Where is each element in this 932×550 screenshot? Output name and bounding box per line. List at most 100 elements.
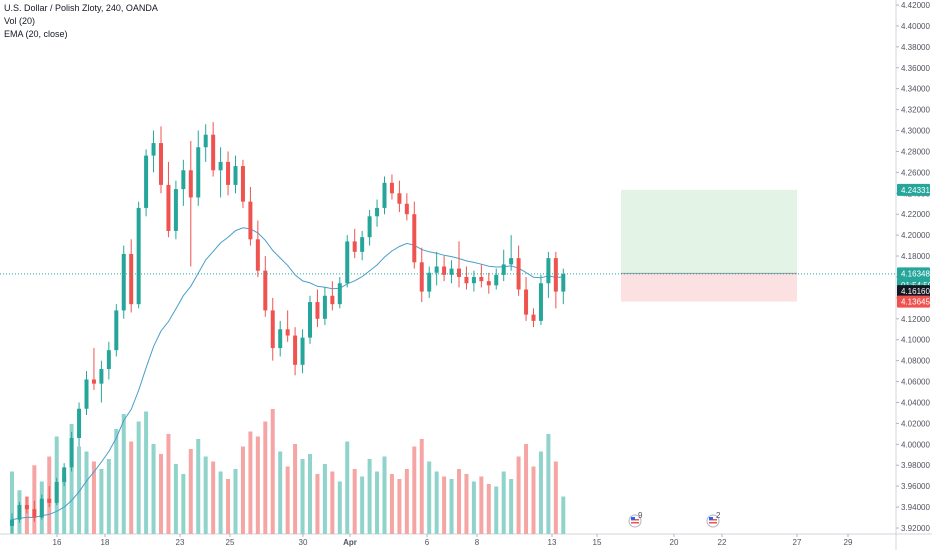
candle-body [516,258,521,290]
volume-bar [114,429,119,534]
time-tick-label: 8 [475,538,480,547]
position-loss-zone [621,273,797,302]
volume-bar [524,444,529,534]
candle-body [99,369,104,384]
volume-bar [151,444,156,534]
candle-body [278,329,283,349]
candle-body [382,182,387,208]
candle-body [553,258,558,292]
volume-bar [360,476,365,534]
volume-bar [211,461,216,534]
candle-body [188,170,193,198]
volume-bar [10,471,14,534]
volume-bar [278,451,283,534]
price-tick-label: 4.02000 [901,419,930,428]
time-tick-label: 16 [53,538,62,547]
candle-body [434,266,439,273]
price-tick-label: 4.26000 [901,168,930,177]
price-tag-bg [897,285,930,298]
candle-body [375,207,380,217]
candle-body [270,310,275,349]
volume-bar [270,409,275,534]
volume-bar [159,454,163,534]
candle-body [464,276,469,284]
price-tick-label: 4.04000 [901,398,930,407]
candle-body [367,216,372,238]
volume-bar [188,449,193,534]
candle-body [24,504,29,510]
price-tag: 4.13645 [897,295,930,308]
candle-body [54,481,59,503]
volume-bar [367,459,372,534]
price-tick-label: 4.38000 [901,43,930,52]
volume-bar [561,496,566,534]
price-tick-label: 4.22000 [901,210,930,219]
volume-bar [389,474,394,534]
price-tick-label: 4.00000 [901,440,930,449]
volume-bar [516,456,521,534]
candle-body [546,258,551,284]
volume-bar [293,444,298,534]
volume-bar [397,479,402,534]
volume-bar [136,421,141,534]
volume-bar [479,476,484,534]
price-tag: 4.24331 [897,183,930,196]
candle-body [300,337,305,365]
volume-bar [352,469,357,534]
candle-body [77,408,82,439]
candle-body [114,310,119,351]
candle-body [449,268,454,275]
candle-body [457,268,461,277]
candle-body [69,438,74,468]
us-flag-event-icon[interactable]: 9 [628,511,643,528]
candle-body [397,193,402,204]
volume-bar [427,461,432,534]
volume-bar [84,451,89,534]
volume-bar [233,469,238,534]
volume-bar [166,434,171,534]
candle-body [91,379,96,384]
candle-body [285,329,290,336]
volume-bar [226,479,231,534]
price-tick-label: 4.36000 [901,64,930,73]
price-tag: 4.16348 [897,267,930,280]
volume-bar [203,456,208,534]
candle-body [337,283,342,305]
candle-body [538,283,543,321]
volume-bars [10,409,566,534]
candle-body [442,266,447,275]
volume-bar [434,471,439,534]
volume-bar [173,464,178,534]
candle-body [531,314,536,321]
volume-bar [531,466,536,534]
position-profit-zone [621,189,797,274]
volume-bar [255,436,260,534]
time-tick-label: 30 [299,538,308,547]
long-position-tool [621,189,797,302]
flag-canton [631,517,635,520]
candle-body [345,241,350,284]
volume-bar [24,496,29,534]
us-flag-event-icon[interactable]: 2 [706,511,721,528]
candle-body [173,189,178,231]
candle-body [10,519,14,526]
price-tick-label: 4.32000 [901,106,930,115]
symbol-title[interactable]: U.S. Dollar / Polish Zloty, 240, OANDA [4,3,158,13]
candle-body [17,504,22,520]
time-tick-label: 15 [593,538,602,547]
time-tick-label: 20 [670,538,679,547]
volume-bar [501,471,506,534]
candle-body [47,498,52,503]
volume-indicator-label[interactable]: Vol (20) [4,16,36,26]
candle-body [330,295,335,305]
candle-body [389,182,394,194]
ema-indicator-label[interactable]: EMA (20, close) [4,29,68,39]
volume-bar [62,476,67,534]
volume-bar [285,466,290,534]
price-tick-label: 4.10000 [901,336,930,345]
time-tick-label: 6 [425,538,430,547]
time-tick-label: 29 [844,538,853,547]
price-tag-bg [897,267,930,280]
volume-bar [263,421,268,534]
